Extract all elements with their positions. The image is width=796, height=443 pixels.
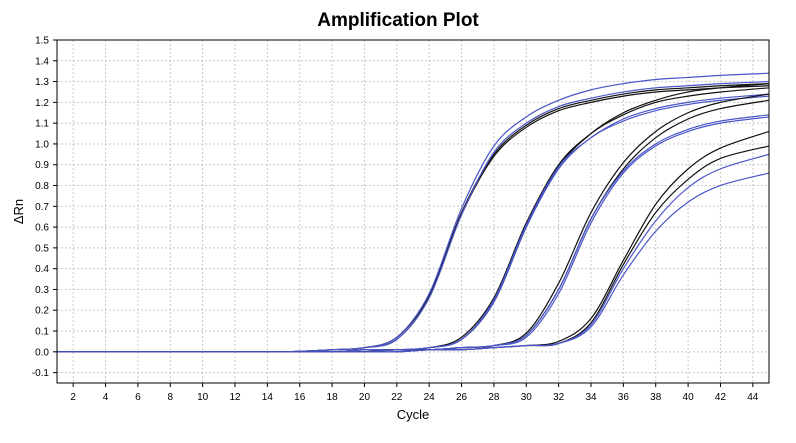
x-tick-label: 34 <box>585 392 597 403</box>
y-tick-label: 0.1 <box>35 327 49 338</box>
y-tick-label: 0.6 <box>35 223 49 234</box>
x-tick-label: 8 <box>167 392 173 403</box>
x-tick-label: 4 <box>103 392 109 403</box>
amplification-curve-4 <box>57 80 770 353</box>
x-tick-label: 18 <box>327 392 339 403</box>
x-tick-label: 42 <box>715 392 727 403</box>
x-tick-label: 10 <box>197 392 209 403</box>
y-tick-label: 1.5 <box>35 36 49 47</box>
x-tick-label: 32 <box>553 392 565 403</box>
y-tick-label: 0.2 <box>35 306 49 317</box>
series-group <box>57 72 770 353</box>
amplification-curve-12 <box>57 116 770 353</box>
y-tick-label: 0.9 <box>35 160 49 171</box>
x-tick-label: 44 <box>747 392 759 403</box>
y-tick-label: -0.1 <box>32 368 50 379</box>
x-tick-label: 14 <box>262 392 274 403</box>
y-tick-label: 0.0 <box>35 347 49 358</box>
amplification-curve-6 <box>57 83 770 353</box>
grid <box>57 39 769 383</box>
y-tick-label: 1.3 <box>35 77 49 88</box>
y-axis-label: ΔRn <box>11 199 26 224</box>
amplification-curve-16 <box>57 172 770 353</box>
axis-ticks: 2 4 6 8 10 12 14 16 18 20 22 24 26 28 30 32 34 36 38 40 42 44… <box>32 36 759 404</box>
y-tick-label: 1.0 <box>35 139 49 150</box>
x-tick-label: 40 <box>683 392 695 403</box>
x-tick-label: 36 <box>618 392 630 403</box>
amplification-curve-2 <box>57 85 770 353</box>
plot-area-frame <box>56 39 770 384</box>
x-tick-label: 6 <box>135 392 141 403</box>
y-tick-label: 0.7 <box>35 202 49 213</box>
y-tick-label: 0.5 <box>35 243 49 254</box>
x-tick-label: 24 <box>424 392 436 403</box>
x-tick-label: 30 <box>521 392 533 403</box>
y-tick-label: 1.2 <box>35 98 49 109</box>
x-tick-label: 26 <box>456 392 468 403</box>
x-tick-label: 2 <box>70 392 76 403</box>
amplification-curve-1 <box>57 83 770 353</box>
x-tick-label: 20 <box>359 392 371 403</box>
x-axis-label: Cycle <box>397 407 430 422</box>
y-tick-label: 1.4 <box>35 56 49 67</box>
chart-title: Amplification Plot <box>317 10 479 31</box>
y-tick-label: 0.8 <box>35 181 49 192</box>
amplification-curve-10 <box>57 99 770 353</box>
x-tick-label: 12 <box>229 392 241 403</box>
y-tick-label: 1.1 <box>35 119 49 130</box>
x-tick-label: 16 <box>294 392 306 403</box>
y-tick-label: 0.3 <box>35 285 49 296</box>
y-tick-label: 0.4 <box>35 264 49 275</box>
amplification-curve-11 <box>57 114 770 353</box>
x-tick-label: 38 <box>650 392 662 403</box>
x-tick-label: 22 <box>391 392 403 403</box>
x-tick-label: 28 <box>488 392 500 403</box>
